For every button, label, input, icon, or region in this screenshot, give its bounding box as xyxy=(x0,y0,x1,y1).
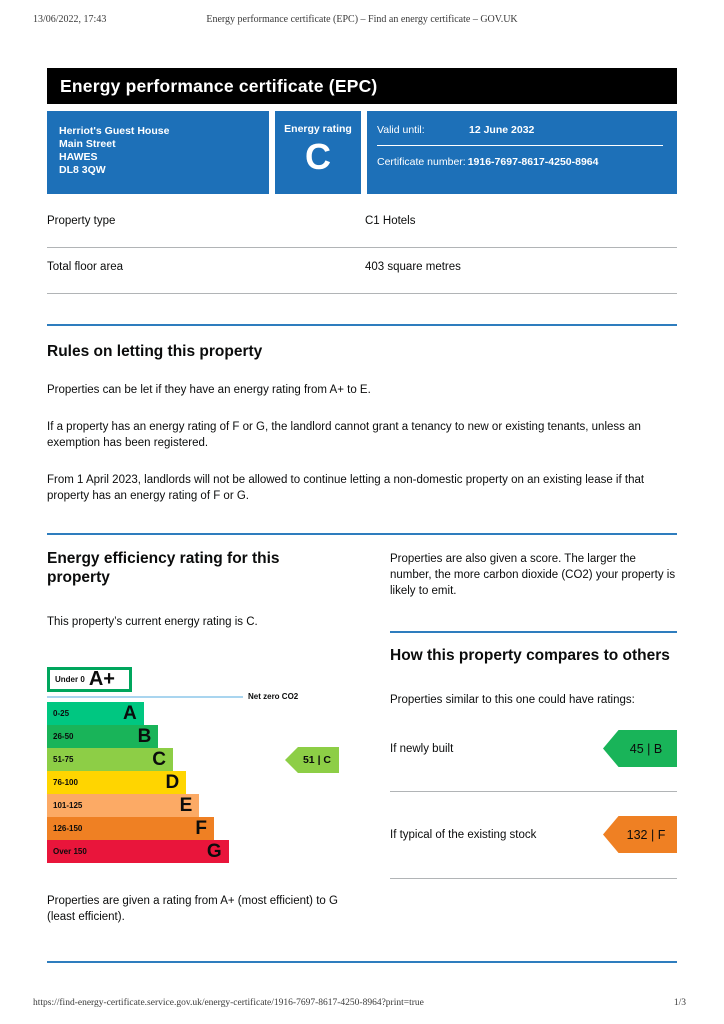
band-range-label: 76-100 xyxy=(53,778,78,787)
chart-band-b: 26-50 B xyxy=(47,725,159,748)
two-column-section: Energy efficiency rating for this proper… xyxy=(47,549,677,925)
floor-area-value: 403 square metres xyxy=(365,261,461,273)
current-rating-arrow: 51 | C xyxy=(285,747,339,773)
band-range-label: Under 0 xyxy=(55,675,85,684)
address-line: Main Street xyxy=(59,138,116,150)
compare-label: If typical of the existing stock xyxy=(390,828,537,841)
valid-until-value: 12 June 2032 xyxy=(469,124,535,136)
section-divider xyxy=(47,533,677,535)
rating-arrow-tag: 132 | F xyxy=(603,816,677,853)
property-address: Herriot's Guest House Main Street HAWES … xyxy=(47,111,269,194)
certificate-number-value: 1916-7697-8617-4250-8964 xyxy=(467,156,599,168)
chart-footnote: Properties are given a rating from A+ (m… xyxy=(47,895,338,923)
net-zero-line xyxy=(47,696,243,698)
address-line: Herriot's Guest House xyxy=(59,125,170,137)
chart-band-a: 0-25 A xyxy=(47,702,144,725)
print-header-title: Energy performance certificate (EPC) – F… xyxy=(206,14,518,25)
compare-row-newly-built: If newly built 45 | B xyxy=(390,708,677,792)
certificate-number-row: Certificate number: 1916-7697-8617-4250-… xyxy=(377,156,663,168)
band-range-label: 101-125 xyxy=(53,801,83,810)
band-range-label: Over 150 xyxy=(53,847,87,856)
efficiency-heading: Energy efficiency rating for this proper… xyxy=(47,550,280,586)
chart-band-f: 126-150 F xyxy=(47,817,214,840)
floor-area-label: Total floor area xyxy=(47,261,124,273)
rating-arrow-tag: 45 | B xyxy=(603,730,677,767)
net-zero-marker: Net zero CO2 xyxy=(47,692,340,702)
comparison-column: Properties are also given a score. The l… xyxy=(390,549,677,925)
certificate-summary-box: Herriot's Guest House Main Street HAWES … xyxy=(47,111,677,194)
band-range-label: 126-150 xyxy=(53,824,83,833)
validity-divider xyxy=(377,145,663,146)
chart-band-g: Over 150 G xyxy=(47,840,229,863)
certificate-number-label: Certificate number: xyxy=(377,156,466,168)
rules-paragraph: Properties can be let if they have an en… xyxy=(47,384,371,396)
rules-heading: Rules on letting this property xyxy=(47,343,263,360)
section-divider xyxy=(47,961,677,963)
chart-band-d: 76-100 D xyxy=(47,771,187,794)
band-range-label: 51-75 xyxy=(53,755,74,764)
table-row: Property type C1 Hotels xyxy=(47,202,677,248)
print-header: 13/06/2022, 17:43 Energy performance cer… xyxy=(0,14,724,30)
compare-intro: Properties similar to this one could hav… xyxy=(390,694,635,706)
current-rating-text: This property’s current energy rating is… xyxy=(47,616,258,628)
print-header-datetime: 13/06/2022, 17:43 xyxy=(33,14,107,25)
efficiency-column: Energy efficiency rating for this proper… xyxy=(47,549,340,925)
chart-band-a-plus: Under 0 A+ xyxy=(47,667,132,692)
address-line: DL8 3QW xyxy=(59,164,106,176)
band-letter: G xyxy=(206,840,222,862)
certificate-title: Energy performance certificate (EPC) xyxy=(60,75,378,96)
compare-label: If newly built xyxy=(390,742,454,755)
band-range-label: 0-25 xyxy=(53,709,70,718)
compare-row-existing-stock: If typical of the existing stock 132 | F xyxy=(390,792,677,879)
certificate-banner: Energy performance certificate (EPC) xyxy=(47,68,677,104)
section-divider xyxy=(47,324,677,326)
compare-heading: How this property compares to others xyxy=(390,647,670,664)
property-type-value: C1 Hotels xyxy=(365,215,416,227)
address-line: HAWES xyxy=(59,151,98,163)
band-range-label: 26-50 xyxy=(53,732,74,741)
section-divider xyxy=(390,631,677,633)
band-letter: A+ xyxy=(88,668,115,690)
energy-rating-label: Energy rating xyxy=(284,123,352,135)
band-letter: E xyxy=(179,794,193,816)
certificate-validity-panel: Valid until: 12 June 2032 Certificate nu… xyxy=(367,111,677,194)
table-row: Total floor area 403 square metres xyxy=(47,248,677,294)
chart-band-e: 101-125 E xyxy=(47,794,200,817)
score-note: Properties are also given a score. The l… xyxy=(390,553,676,597)
rules-paragraph: From 1 April 2023, landlords will not be… xyxy=(47,474,645,502)
energy-rating-badge: Energy rating C xyxy=(275,111,361,194)
energy-rating-letter: C xyxy=(305,136,331,177)
print-footer-url: https://find-energy-certificate.service.… xyxy=(33,998,424,1008)
rules-paragraph: If a property has an energy rating of F … xyxy=(47,421,641,449)
print-footer: https://find-energy-certificate.service.… xyxy=(33,998,686,1008)
band-letter: C xyxy=(152,748,166,770)
property-type-label: Property type xyxy=(47,215,116,227)
epc-rating-chart: Under 0 A+ Net zero CO2 0-25 A 26-50 B xyxy=(47,667,340,863)
column-gap xyxy=(340,549,390,925)
chart-band-c: 51-75 C xyxy=(47,748,173,771)
valid-until-label: Valid until: xyxy=(377,124,425,136)
valid-until-row: Valid until: 12 June 2032 xyxy=(377,124,663,136)
net-zero-label: Net zero CO2 xyxy=(248,692,299,701)
print-footer-page-number: 1/3 xyxy=(673,998,686,1008)
band-letter: B xyxy=(137,725,152,747)
property-details: Property type C1 Hotels Total floor area… xyxy=(47,202,677,294)
band-letter: F xyxy=(195,817,207,839)
certificate-content: Energy performance certificate (EPC) Her… xyxy=(47,68,677,963)
band-letter: A xyxy=(122,702,137,724)
band-letter: D xyxy=(165,771,180,793)
